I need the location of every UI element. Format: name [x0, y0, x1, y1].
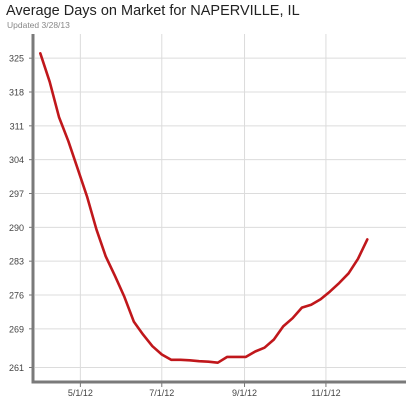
y-tick-label: 261	[9, 363, 24, 373]
x-tick-label: 11/1/12	[311, 388, 340, 398]
y-tick-label: 290	[9, 223, 24, 233]
chart-title: Average Days on Market for NAPERVILLE, I…	[6, 3, 300, 19]
y-tick-label: 297	[9, 189, 24, 199]
chart-subtitle: Updated 3/28/13	[7, 20, 70, 30]
axes: 261 269 276 283 290 297 304 311 318 325 5/1/12 7/1/…	[9, 34, 406, 398]
series	[38, 51, 369, 365]
y-tick-label: 318	[9, 88, 24, 98]
x-tick-label: 7/1/12	[149, 388, 174, 398]
y-tick-label: 269	[9, 324, 24, 334]
grid	[35, 34, 406, 382]
y-tick-label: 325	[9, 54, 24, 64]
y-tick-label: 304	[9, 155, 24, 165]
y-tick-label: 283	[9, 257, 24, 267]
y-tick-label: 311	[10, 121, 24, 131]
x-tick-label: 9/1/12	[232, 388, 257, 398]
x-tick-label: 5/1/12	[68, 388, 93, 398]
y-tick-label: 276	[9, 291, 24, 301]
series-line	[38, 51, 369, 365]
